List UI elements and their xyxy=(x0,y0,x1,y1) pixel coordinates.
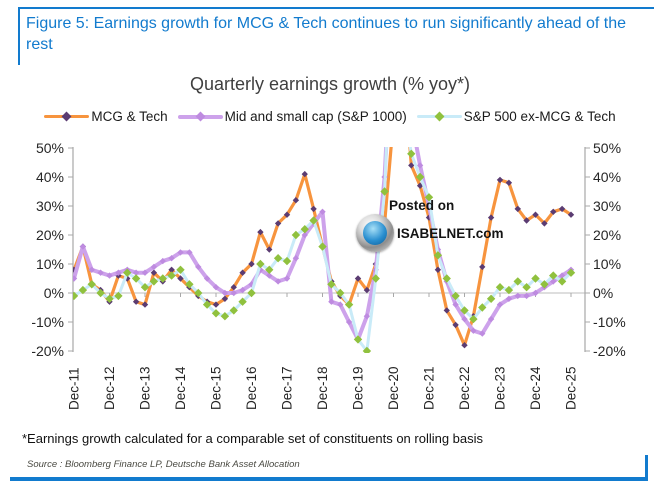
svg-text:40%: 40% xyxy=(593,169,621,185)
svg-text:Dec-21: Dec-21 xyxy=(422,366,437,410)
svg-text:30%: 30% xyxy=(36,198,64,214)
svg-text:Dec-13: Dec-13 xyxy=(138,366,153,410)
watermark: Posted on ISABELNET.com xyxy=(356,198,504,252)
left-border xyxy=(18,7,20,65)
svg-text:10%: 10% xyxy=(36,256,64,272)
legend-label: MCG & Tech xyxy=(91,109,168,124)
svg-text:Dec-20: Dec-20 xyxy=(386,366,401,410)
svg-text:Dec-14: Dec-14 xyxy=(173,366,188,410)
legend-label: S&P 500 ex-MCG & Tech xyxy=(463,109,616,124)
svg-text:Dec-11: Dec-11 xyxy=(67,367,82,410)
svg-text:Dec-19: Dec-19 xyxy=(351,366,366,410)
globe-icon xyxy=(356,214,394,252)
svg-text:Dec-23: Dec-23 xyxy=(493,366,508,410)
bottom-border xyxy=(10,477,648,481)
legend-item-mid-small-cap: Mid and small cap (S&P 1000) xyxy=(177,109,407,124)
line-sample-icon xyxy=(416,111,462,122)
svg-text:-20%: -20% xyxy=(593,343,626,359)
svg-text:Dec-24: Dec-24 xyxy=(528,366,543,410)
source-line: Source : Bloomberg Finance LP, Deutsche … xyxy=(27,459,300,470)
svg-text:50%: 50% xyxy=(593,140,621,156)
svg-text:Dec-22: Dec-22 xyxy=(457,366,472,410)
svg-text:10%: 10% xyxy=(593,256,621,272)
legend-item-mcg-tech: MCG & Tech xyxy=(44,109,168,124)
chart-title: Quarterly earnings growth (% yoy*) xyxy=(189,74,471,94)
svg-text:Dec-17: Dec-17 xyxy=(280,366,295,410)
svg-text:0%: 0% xyxy=(44,285,64,301)
svg-text:50%: 50% xyxy=(36,140,64,156)
legend-item-sp500-ex: S&P 500 ex-MCG & Tech xyxy=(416,109,616,124)
watermark-site: ISABELNET.com xyxy=(397,225,504,241)
bottom-right-border xyxy=(645,455,648,481)
svg-text:Dec-25: Dec-25 xyxy=(564,366,579,410)
svg-text:20%: 20% xyxy=(593,227,621,243)
svg-text:Dec-16: Dec-16 xyxy=(244,366,259,410)
svg-text:-10%: -10% xyxy=(31,314,64,330)
svg-text:Dec-18: Dec-18 xyxy=(315,366,330,410)
svg-text:0%: 0% xyxy=(593,285,613,301)
legend-label: Mid and small cap (S&P 1000) xyxy=(224,109,407,124)
svg-text:20%: 20% xyxy=(36,227,64,243)
line-sample-icon xyxy=(177,111,223,122)
svg-text:-20%: -20% xyxy=(31,343,64,359)
line-sample-icon xyxy=(44,111,90,122)
footnote: *Earnings growth calculated for a compar… xyxy=(22,431,484,446)
top-border xyxy=(18,7,654,9)
svg-text:30%: 30% xyxy=(593,198,621,214)
svg-text:Dec-15: Dec-15 xyxy=(209,366,224,410)
svg-text:Dec-12: Dec-12 xyxy=(102,366,117,410)
svg-text:40%: 40% xyxy=(36,169,64,185)
chart-legend: MCG & Tech Mid and small cap (S&P 1000) … xyxy=(0,109,660,124)
svg-text:-10%: -10% xyxy=(593,314,626,330)
watermark-posted-on: Posted on xyxy=(389,198,455,213)
figure-title: Figure 5: Earnings growth for MCG & Tech… xyxy=(26,15,627,53)
